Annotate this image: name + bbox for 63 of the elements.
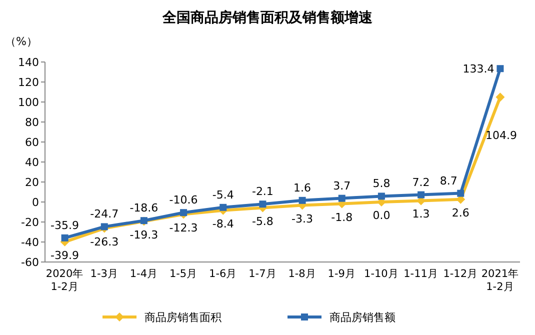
data-label: 8.7	[440, 174, 458, 188]
data-label: -24.7	[90, 208, 119, 221]
data-label: 104.9	[485, 129, 517, 142]
data-label: 0.0	[372, 209, 390, 222]
chart-title: 全国商品房销售面积及销售额增速	[162, 9, 374, 26]
legend-label: 商品房销售额	[330, 311, 396, 324]
data-label: 2.6	[452, 206, 470, 220]
data-label: -18.6	[130, 202, 158, 215]
data-label: -35.9	[50, 218, 80, 232]
y-tick-label: 140	[18, 56, 39, 69]
x-tick-label: 1-6月	[209, 268, 238, 280]
x-tick-label: 2021年 1-2月	[481, 268, 520, 293]
x-tick-label: 1-3月	[90, 268, 118, 280]
point	[338, 194, 346, 202]
data-label: 1.3	[412, 208, 430, 221]
data-label: -12.3	[169, 221, 198, 234]
x-tick-label: 1-10月	[364, 268, 399, 280]
data-label: -5.4	[212, 188, 234, 202]
x-tick-label: 1-9月	[328, 268, 356, 280]
y-tick-label: 80	[25, 116, 39, 129]
data-label: -39.9	[50, 248, 80, 262]
y-tick-label: -20	[21, 216, 39, 229]
point	[418, 191, 425, 198]
y-tick-label: 40	[25, 156, 39, 169]
point	[259, 200, 266, 208]
x-tick-label: 1-4月	[130, 268, 158, 280]
data-label: -19.3	[130, 228, 158, 242]
data-label: -5.8	[252, 214, 274, 228]
point	[61, 234, 68, 242]
data-label: 3.7	[333, 179, 351, 192]
x-tick-label: 1-11月	[404, 268, 438, 280]
x-tick-label: 1-12月	[443, 268, 478, 280]
point	[496, 65, 504, 72]
y-tick-label: -40	[21, 236, 39, 249]
point	[298, 196, 306, 204]
y-tick-label: 120	[18, 76, 39, 89]
x-tick-label: 1-8月	[288, 268, 316, 280]
y-tick-label: 20	[25, 176, 39, 189]
y-tick-label: -60	[21, 256, 39, 269]
y-tick-label: 60	[25, 136, 39, 149]
data-label: -2.1	[252, 185, 274, 198]
point	[457, 190, 464, 197]
data-label: -1.8	[331, 210, 353, 224]
data-label: 5.8	[372, 177, 390, 190]
data-label: -26.3	[90, 235, 119, 248]
data-label: -10.6	[169, 194, 198, 207]
point	[496, 92, 505, 102]
x-tick-label: 2020年 1-2月	[46, 268, 84, 293]
data-label: 7.2	[412, 176, 430, 189]
data-label: 1.6	[294, 181, 312, 194]
y-axis-title: （%）	[5, 35, 38, 48]
y-tick-label: 100	[18, 96, 39, 109]
legend-label: 商品房销售面积	[144, 311, 222, 324]
point	[180, 209, 188, 216]
point	[378, 192, 385, 200]
data-label: -3.3	[292, 212, 314, 226]
data-label: -8.4	[212, 217, 234, 230]
x-tick-label: 1-5月	[169, 268, 198, 280]
point	[100, 223, 108, 230]
point	[220, 204, 227, 211]
data-label: 133.4	[462, 62, 494, 76]
y-tick-label: 0	[32, 196, 39, 209]
x-tick-label: 1-7月	[248, 268, 277, 280]
